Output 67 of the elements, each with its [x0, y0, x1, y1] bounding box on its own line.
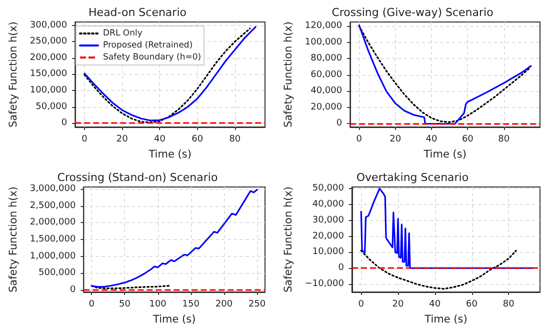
- y-tick-label: 60,000: [310, 70, 342, 80]
- line-series: [360, 187, 534, 268]
- y-axis-title: Safety Function h(x): [8, 22, 20, 128]
- x-tick-label: 20: [116, 134, 128, 144]
- y-axis-title: Safety Function h(x): [282, 186, 294, 292]
- y-axis-title: Safety Function h(x): [282, 22, 294, 128]
- line-series: [90, 188, 258, 288]
- y-tick-label: 0: [336, 118, 342, 129]
- y-tick-label: 2,500,000: [30, 200, 76, 210]
- y-tick-label: 50,000: [36, 102, 68, 112]
- y-tick-label: 500,000: [38, 268, 76, 278]
- x-axis-title: Time (s): [148, 148, 192, 160]
- x-tick-label: 20: [392, 299, 404, 309]
- x-axis-title: Time (s): [422, 148, 466, 160]
- x-tick-label: 60: [192, 134, 204, 144]
- y-axis-title: Safety Function h(x): [8, 186, 20, 292]
- y-tick-label: 0: [70, 284, 76, 294]
- x-axis-title: Time (s): [152, 313, 196, 325]
- y-tick-label: −10,000: [304, 278, 344, 289]
- y-tick-label: 150,000: [30, 69, 68, 80]
- legend-label: Proposed (Retrained): [103, 40, 193, 50]
- y-tick-label: 100,000: [304, 37, 342, 48]
- y-tick-label: 300,000: [30, 20, 68, 30]
- y-tick-label: 2,000,000: [30, 217, 76, 228]
- y-tick-label: 80,000: [310, 54, 342, 64]
- x-tick-label: 60: [462, 134, 474, 144]
- x-tick-label: 0: [82, 134, 88, 144]
- y-tick-label: 250,000: [30, 36, 68, 47]
- y-tick-label: 30,000: [312, 214, 344, 225]
- y-tick-label: 50,000: [312, 183, 344, 194]
- x-tick-label: 0: [88, 299, 95, 309]
- y-tick-label: 10,000: [312, 246, 344, 257]
- x-tick-label: 40: [429, 299, 441, 309]
- x-tick-label: 80: [229, 134, 241, 144]
- x-tick-label: 150: [182, 299, 200, 309]
- line-series: [360, 249, 517, 290]
- chart-title: Overtaking Scenario: [356, 170, 469, 184]
- y-tick-label: 200,000: [30, 52, 68, 63]
- chart-title: Head-on Scenario: [88, 6, 187, 19]
- x-tick-label: 200: [215, 299, 233, 309]
- chart-title: Crossing (Stand-on) Scenario: [57, 170, 218, 184]
- x-tick-label: 50: [119, 299, 131, 309]
- legend-label: DRL Only: [103, 28, 142, 38]
- x-tick-label: 100: [149, 299, 167, 309]
- y-tick-label: 0: [61, 118, 68, 128]
- y-tick-label: 3,000,000: [30, 184, 76, 194]
- y-tick-label: 1,500,000: [30, 234, 76, 244]
- legend-label: Safety Boundary (h=0): [103, 52, 202, 62]
- x-tick-label: 40: [154, 134, 166, 144]
- x-tick-label: 80: [498, 134, 510, 144]
- x-tick-label: 40: [426, 134, 438, 144]
- y-tick-label: 20,000: [312, 230, 344, 241]
- y-tick-label: 20,000: [310, 102, 342, 112]
- y-tick-label: 40,000: [310, 86, 342, 96]
- y-tick-label: 120,000: [304, 21, 342, 32]
- chart-title: Crossing (Give-way) Scenario: [332, 6, 494, 19]
- x-tick-label: 0: [358, 299, 364, 309]
- x-tick-label: 80: [502, 299, 515, 309]
- x-axis-title: Time (s): [424, 313, 468, 325]
- x-tick-label: 0: [356, 134, 362, 144]
- x-tick-label: 20: [390, 134, 402, 144]
- y-tick-label: 0: [338, 262, 344, 273]
- y-tick-label: 40,000: [312, 199, 344, 209]
- y-tick-label: 100,000: [30, 85, 68, 96]
- y-tick-label: 1,000,000: [30, 250, 76, 261]
- x-tick-label: 60: [466, 299, 478, 309]
- x-tick-label: 250: [248, 299, 266, 309]
